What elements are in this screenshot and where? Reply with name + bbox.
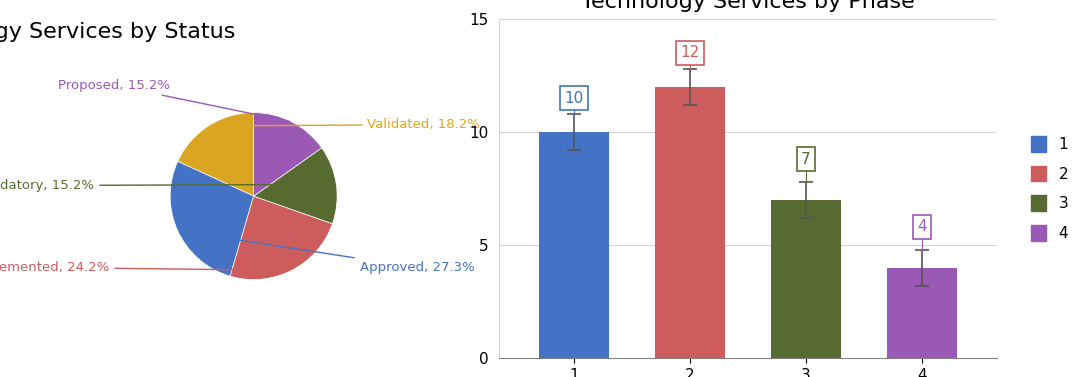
Wedge shape [254, 113, 322, 196]
Wedge shape [254, 148, 337, 224]
Text: 7: 7 [801, 152, 811, 167]
Wedge shape [178, 113, 254, 196]
Text: 12: 12 [681, 45, 699, 60]
Title: Technology Services by Phase: Technology Services by Phase [581, 0, 915, 12]
Wedge shape [170, 161, 254, 276]
Bar [771, 200, 841, 358]
Text: Approved, 27.3%: Approved, 27.3% [180, 231, 475, 274]
Text: Validated, 18.2%: Validated, 18.2% [211, 118, 480, 131]
Text: 4: 4 [917, 219, 927, 234]
Text: Proposed, 15.2%: Proposed, 15.2% [59, 79, 289, 121]
Bar [655, 87, 725, 358]
Wedge shape [230, 196, 333, 280]
Text: Implemented, 24.2%: Implemented, 24.2% [0, 261, 289, 274]
Bar [887, 268, 957, 358]
Bar [539, 132, 609, 358]
Legend: 1, 2, 3, 4: 1, 2, 3, 4 [1024, 130, 1074, 247]
Text: 10: 10 [565, 90, 583, 106]
Text: Mandatory, 15.2%: Mandatory, 15.2% [0, 179, 334, 192]
Text: Technology Services by Status: Technology Services by Status [0, 21, 235, 41]
